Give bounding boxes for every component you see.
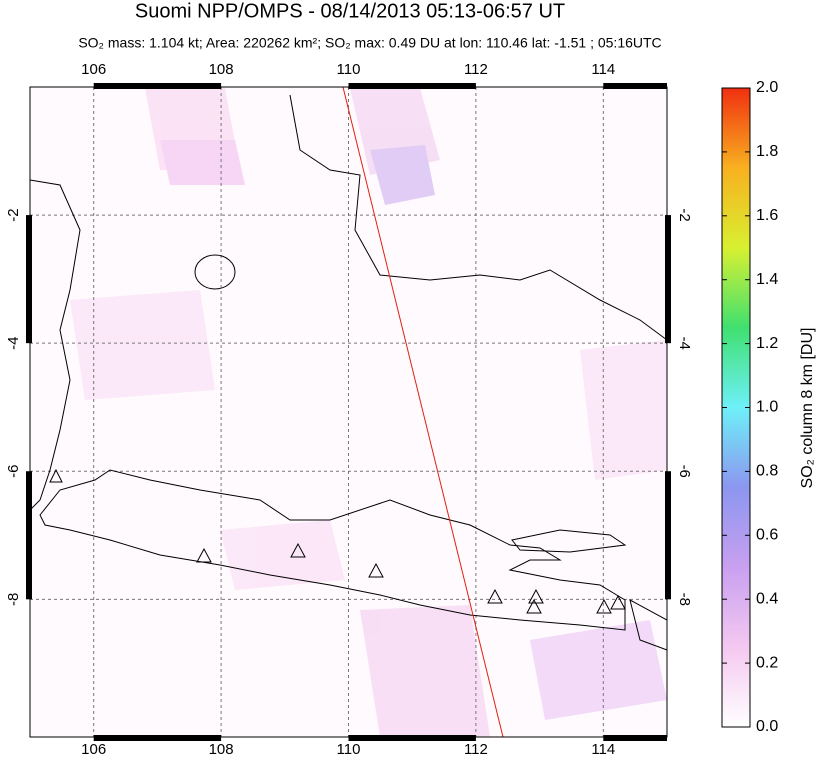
colorbar-tick-label: 1.0 bbox=[756, 399, 778, 416]
frame-bar bbox=[665, 215, 671, 344]
volcanoes bbox=[49, 468, 626, 614]
x-tick-label: 110 bbox=[337, 741, 361, 758]
x-tick-label: 112 bbox=[464, 61, 488, 78]
frame-bar bbox=[348, 735, 476, 741]
colorbar-tick-label: 0.6 bbox=[756, 527, 778, 544]
so2-pixels bbox=[70, 88, 667, 737]
y-tick-label: -8 bbox=[676, 593, 693, 606]
y-tick-label: -2 bbox=[5, 208, 22, 221]
x-tick-label: 108 bbox=[209, 741, 234, 758]
x-tick-label: 110 bbox=[337, 61, 361, 78]
x-tick-label: 112 bbox=[464, 741, 488, 758]
colorbar-tick-label: 1.8 bbox=[756, 143, 778, 160]
frame-bar bbox=[603, 735, 667, 741]
x-tick-label: 108 bbox=[209, 61, 234, 78]
y-tick-label: -4 bbox=[676, 336, 693, 349]
y-tick-label: -6 bbox=[676, 465, 693, 478]
map bbox=[29, 86, 668, 738]
colorbar-tick-label: 0.8 bbox=[756, 463, 778, 480]
frame-bar bbox=[26, 471, 32, 600]
frame-bar bbox=[26, 215, 32, 344]
x-tick-label: 106 bbox=[81, 61, 106, 78]
colorbar-tick-label: 0.4 bbox=[756, 590, 778, 607]
colorbar-tick-label: 0.0 bbox=[756, 718, 778, 735]
colorbar-tick-label: 2.0 bbox=[756, 79, 778, 96]
y-tick-label: -2 bbox=[676, 208, 693, 221]
coastline bbox=[511, 529, 627, 553]
y-tick-label: -4 bbox=[5, 336, 22, 349]
x-tick-label: 114 bbox=[591, 741, 615, 758]
frame-bar bbox=[603, 83, 667, 89]
colorbar-label: SO₂ column 8 km [DU] bbox=[799, 328, 816, 489]
subtitle: SO₂ mass: 1.104 kt; Area: 220262 km²; SO… bbox=[78, 35, 661, 51]
title: Suomi NPP/OMPS - 08/14/2013 05:13-06:57 … bbox=[135, 0, 565, 22]
coastline bbox=[29, 179, 81, 511]
coastline bbox=[289, 94, 668, 341]
frame-bar bbox=[348, 83, 476, 89]
y-tick-label: -6 bbox=[5, 465, 22, 478]
colorbar-tick-label: 0.2 bbox=[756, 654, 778, 671]
orbit-track bbox=[342, 86, 504, 738]
colorbar-tick-label: 1.6 bbox=[756, 207, 778, 224]
coastline bbox=[39, 469, 626, 631]
x-tick-label: 106 bbox=[81, 741, 106, 758]
colorbar-tick-label: 1.2 bbox=[756, 335, 778, 352]
frame-bar bbox=[665, 471, 671, 600]
x-tick-label: 114 bbox=[591, 61, 615, 78]
coastline bbox=[194, 254, 236, 290]
colorbar-tick-label: 1.4 bbox=[756, 271, 778, 288]
frame-bar bbox=[93, 83, 222, 89]
frame-bar bbox=[93, 735, 222, 741]
y-tick-label: -8 bbox=[5, 593, 22, 606]
